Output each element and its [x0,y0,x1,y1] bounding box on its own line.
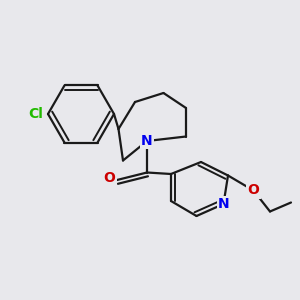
Text: N: N [218,197,229,211]
Text: N: N [141,134,153,148]
Text: O: O [103,172,116,185]
Text: O: O [248,184,260,197]
Text: Cl: Cl [28,107,44,121]
